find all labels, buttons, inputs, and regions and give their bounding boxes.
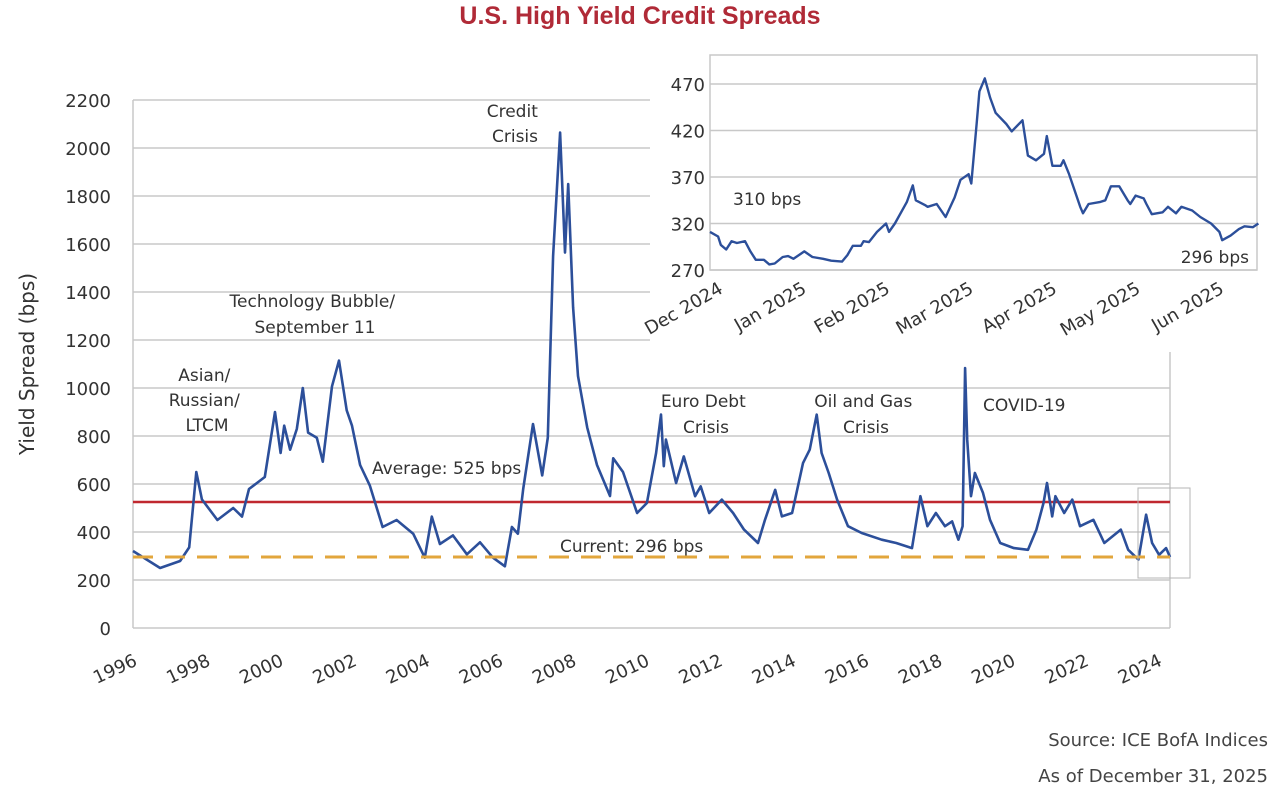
x-tick-label: 2016 [822,650,872,688]
y-tick-label: 400 [77,523,111,544]
y-tick-label: 1400 [65,283,111,304]
as-of-date: As of December 31, 2025 [1038,766,1268,787]
main-x-tick-labels: 1996 1998 2000 2002 2004 2006 2008 2010 2012 2014… [90,650,1165,688]
inset-y-tick-label: 370 [671,168,705,189]
x-tick-label: 2020 [968,650,1018,688]
y-tick-label: 1000 [65,379,111,400]
x-tick-label: 2018 [895,650,945,688]
inset-gridlines [709,54,1258,271]
inset-series-line [709,77,1260,266]
inset-y-tick-label: 270 [671,261,705,282]
inset-y-tick-label: 470 [671,75,705,96]
inset-start-label: 310 bps [733,190,801,210]
x-tick-label: 2012 [676,650,726,688]
average-label: Average: 525 bps [372,459,521,479]
x-tick-label: 2006 [456,650,506,688]
y-tick-label: 800 [77,427,111,448]
x-tick-label: 2010 [602,650,652,688]
y-tick-label: 2200 [65,91,111,112]
inset-background [650,52,1262,352]
inset-highlight-box [1137,487,1191,579]
inset-end-label: 296 bps [1181,248,1249,268]
y-axis-label: Yield Spread (bps) [15,273,39,456]
y-tick-label: 1200 [65,331,111,352]
annotation-credit-crisis: Credit Crisis [487,102,544,147]
main-y-tick-labels: 0 200 400 600 800 1000 1200 1400 1600 1800 2000 220… [65,91,111,640]
y-tick-label: 200 [77,571,111,592]
chart-title: U.S. High Yield Credit Spreads [459,2,820,30]
inset-frame [709,54,1258,271]
y-tick-label: 1800 [65,187,111,208]
x-tick-label: 1998 [163,650,213,688]
x-tick-label: 1996 [90,650,140,688]
current-label: Current: 296 bps [560,537,703,557]
annotation-tech-bubble: Technology Bubble/ September 11 [229,292,401,338]
annotation-covid: COVID-19 [983,396,1065,416]
x-tick-label: 2000 [236,650,286,688]
main-gridlines [132,99,1171,629]
y-tick-label: 600 [77,475,111,496]
y-tick-label: 1600 [65,235,111,256]
x-tick-label: 2002 [310,650,360,688]
inset-y-tick-label: 420 [671,122,705,143]
main-series-line [132,131,1172,570]
x-tick-label: 2008 [529,650,579,688]
x-tick-label: 2024 [1115,650,1165,688]
y-tick-label: 0 [100,619,111,640]
x-tick-label: 2004 [383,650,433,688]
x-tick-label: 2014 [749,650,799,688]
y-tick-label: 2000 [65,139,111,160]
annotation-asian-crisis: Asian/ Russian/ LTCM [169,366,246,436]
inset-y-tick-labels: 270 320 370 420 470 [671,75,705,282]
inset-y-tick-label: 320 [671,215,705,236]
annotation-euro-debt: Euro Debt Crisis [661,392,751,438]
x-tick-label: 2022 [1042,650,1092,688]
source-note: Source: ICE BofA Indices [1048,730,1268,751]
annotation-oil-gas: Oil and Gas Crisis [814,392,917,438]
